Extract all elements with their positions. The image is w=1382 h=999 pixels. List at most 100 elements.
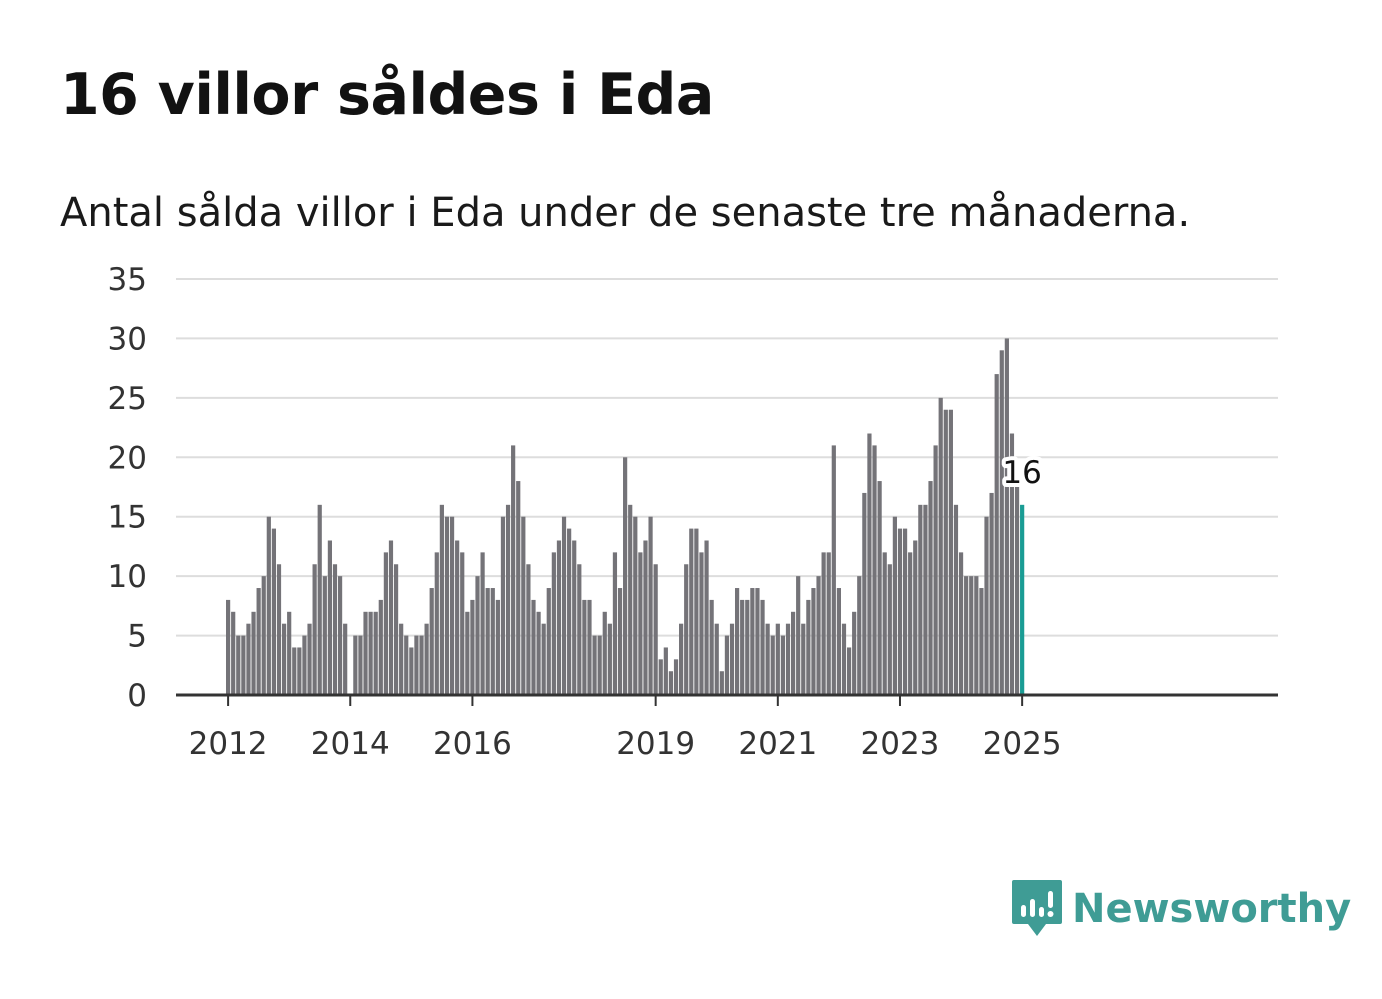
bar — [414, 635, 419, 695]
bar — [964, 576, 969, 695]
bar — [358, 635, 363, 695]
bar — [409, 647, 414, 695]
bar — [760, 599, 765, 695]
bar — [511, 445, 516, 695]
bar — [765, 623, 770, 695]
bar — [841, 623, 847, 695]
bar — [684, 564, 689, 695]
bar — [490, 588, 495, 695]
bar — [836, 588, 841, 695]
bar — [953, 504, 959, 695]
bar — [785, 623, 791, 695]
bar — [729, 623, 735, 695]
chart-title: 16 villor såldes i Eda — [60, 62, 714, 128]
bar — [714, 623, 719, 695]
x-tick-label: 2021 — [738, 726, 817, 762]
bar — [455, 540, 460, 695]
bar — [383, 552, 388, 695]
x-tick-label: 2019 — [616, 726, 695, 762]
bar — [332, 564, 338, 695]
bar — [485, 588, 490, 695]
y-tick-label: 35 — [108, 262, 147, 298]
bar — [567, 528, 572, 695]
bar — [887, 564, 892, 695]
bar — [378, 599, 383, 695]
bar — [287, 611, 292, 695]
bar — [444, 516, 450, 695]
bar — [816, 576, 821, 695]
newsworthy-logo-icon — [1012, 880, 1062, 936]
bar-highlight — [1020, 504, 1025, 695]
bar — [928, 481, 933, 695]
bar — [994, 374, 999, 695]
bar — [877, 481, 882, 695]
bar — [607, 623, 612, 695]
bar — [551, 552, 556, 695]
bars — [226, 338, 1025, 695]
bar — [740, 599, 745, 695]
bar — [933, 445, 938, 695]
bar — [1014, 481, 1020, 695]
bar — [735, 588, 740, 695]
bar — [516, 481, 521, 695]
bar — [1009, 433, 1015, 695]
bar — [643, 540, 648, 695]
bar — [281, 623, 287, 695]
bar — [902, 528, 908, 695]
bar — [393, 564, 399, 695]
bar — [755, 588, 760, 695]
bar — [628, 504, 633, 695]
bar — [663, 647, 668, 695]
bar — [958, 552, 964, 695]
bar — [322, 576, 327, 695]
bar — [587, 599, 592, 695]
bar — [724, 635, 730, 695]
bar — [617, 588, 623, 695]
bar — [434, 552, 439, 695]
highlight-value-label: 16 — [1002, 455, 1041, 491]
chart-subtitle: Antal sålda villor i Eda under de senast… — [60, 190, 1191, 236]
bar — [317, 504, 322, 695]
x-tick-label: 2012 — [189, 726, 268, 762]
bar — [694, 528, 699, 695]
bar — [852, 611, 857, 695]
bar — [226, 599, 231, 695]
bar — [821, 552, 826, 695]
bar — [251, 611, 256, 695]
bar — [353, 635, 358, 695]
bar — [750, 588, 755, 695]
bar — [673, 659, 679, 695]
bar — [546, 588, 551, 695]
bar — [923, 504, 928, 695]
bar — [521, 516, 526, 695]
bar — [908, 552, 913, 695]
bar — [638, 552, 643, 695]
bar — [266, 516, 271, 695]
bar — [811, 588, 816, 695]
bar — [658, 659, 663, 695]
bar — [704, 540, 709, 695]
bar — [373, 611, 378, 695]
y-axis-ticks: 0 5 10 15 20 25 30 35 — [108, 262, 147, 714]
bar — [302, 635, 307, 695]
bar — [623, 457, 628, 695]
bar — [938, 397, 943, 695]
newsworthy-logo-text: Newsworthy — [1072, 886, 1352, 932]
bar — [536, 611, 541, 695]
bar — [969, 576, 974, 695]
bar — [1004, 338, 1009, 695]
bar — [505, 504, 511, 695]
x-tick-label: 2016 — [433, 726, 512, 762]
bar — [806, 599, 811, 695]
x-tick-label: 2025 — [983, 726, 1062, 762]
bar — [327, 540, 332, 695]
bar — [948, 409, 953, 695]
bar — [796, 576, 801, 695]
bar — [246, 623, 251, 695]
bar — [404, 635, 409, 695]
bar — [368, 611, 373, 695]
bar — [465, 611, 470, 695]
bar — [495, 599, 500, 695]
bar — [231, 611, 236, 695]
y-tick-label: 20 — [108, 440, 147, 476]
